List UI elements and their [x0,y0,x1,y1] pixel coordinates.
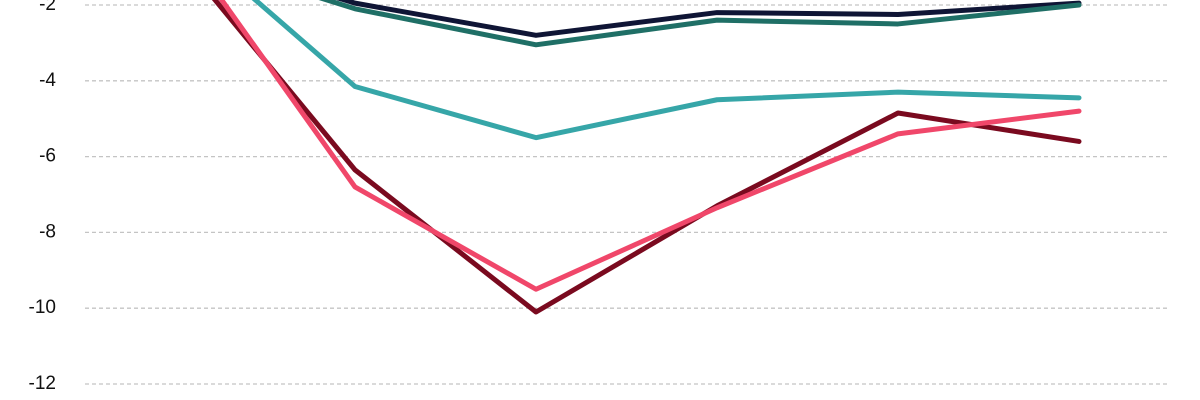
series-line [251,0,1082,141]
y-tick-label: -2 [39,0,56,15]
series-line [336,0,1082,38]
y-tick-label: -4 [39,70,56,91]
series-line [211,0,1082,315]
y-tick-label: -8 [39,221,56,242]
y-tick-label: -10 [29,297,56,318]
series-line [218,0,1082,292]
series-line [318,0,1082,48]
y-tick-label: -12 [29,373,56,394]
y-tick-label: -6 [39,146,56,167]
